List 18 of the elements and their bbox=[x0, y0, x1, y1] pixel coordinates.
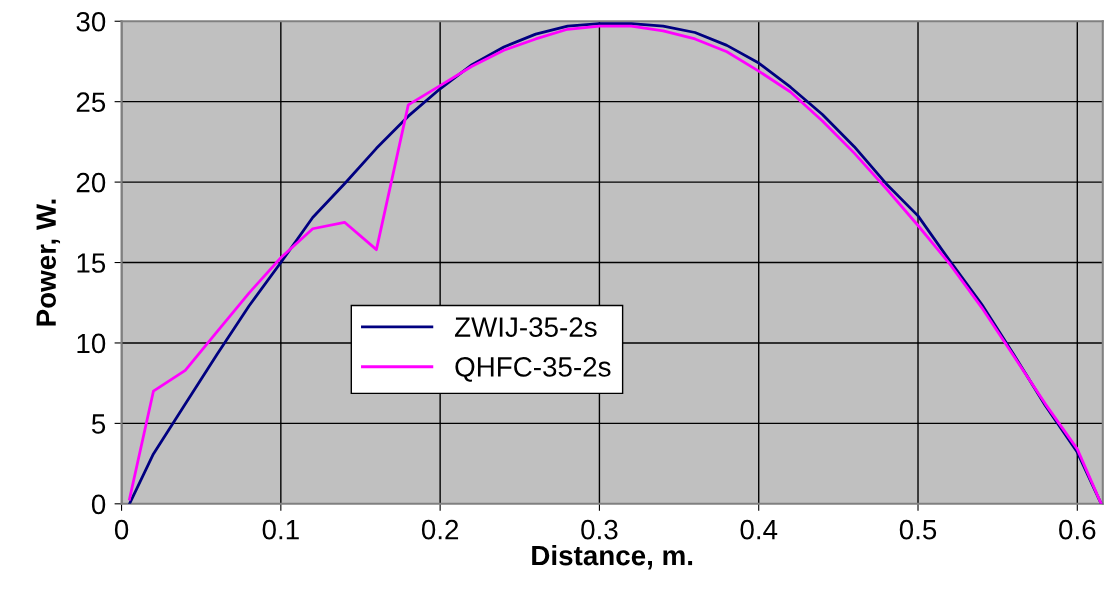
y-axis-title: Power, W. bbox=[36, 199, 61, 326]
y-tick-label: 15 bbox=[77, 253, 106, 273]
x-tick-label: 0.5 bbox=[899, 519, 937, 540]
x-tick-label: 0.6 bbox=[1059, 519, 1096, 540]
x-tick-label: 0.3 bbox=[581, 519, 618, 540]
x-tick-label: 0.2 bbox=[421, 519, 459, 540]
y-tick-label: 20 bbox=[76, 172, 106, 193]
legend-label: QHFC-35-2s bbox=[455, 357, 611, 382]
x-tick-label: 0 bbox=[114, 519, 129, 540]
y-tick-label: 0 bbox=[91, 494, 106, 515]
y-tick-label: 30 bbox=[76, 11, 106, 32]
y-tick-label: 5 bbox=[91, 414, 106, 434]
x-tick-label: 0.4 bbox=[740, 519, 778, 540]
y-tick-label: 25 bbox=[76, 92, 106, 113]
x-axis-title: Distance, m. bbox=[532, 544, 693, 570]
legend-label: ZWIJ-35-2s bbox=[454, 317, 597, 337]
x-tick-label: 0.1 bbox=[262, 519, 299, 540]
y-tick-label: 10 bbox=[77, 333, 106, 354]
